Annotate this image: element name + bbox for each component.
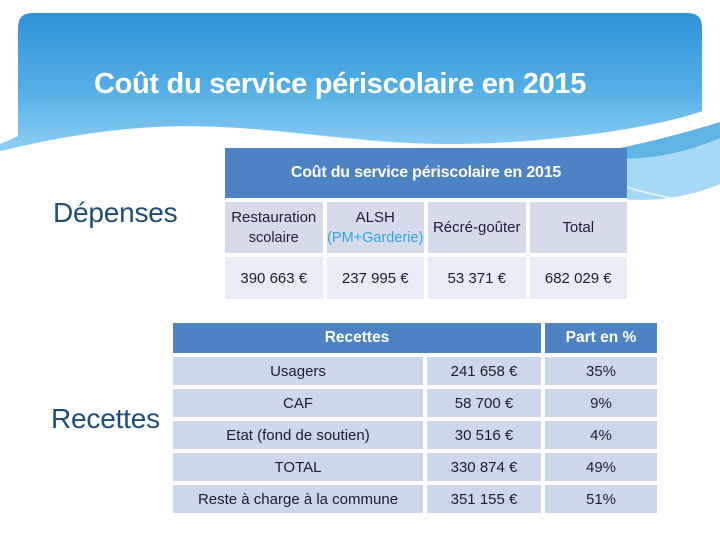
recettes-row-label: Reste à charge à la commune [173,485,423,513]
recettes-row-part: 4% [545,421,657,449]
depenses-col-recre-gouter: Récré-goûter [428,202,526,253]
recettes-table-title: Recettes [173,323,541,353]
recettes-row-part: 9% [545,389,657,417]
slide-title: Coût du service périscolaire en 2015 [93,68,587,100]
recettes-row-part: 49% [545,453,657,481]
depenses-col-restauration: Restauration scolaire [225,202,323,253]
wave-mid [610,122,720,164]
recettes-row-label: Usagers [173,357,423,385]
recettes-table: Recettes Part en % Usagers 241 658 € 35%… [173,323,657,513]
depenses-table-title: Coût du service périscolaire en 2015 [225,148,627,198]
wave-light [608,138,720,200]
recettes-row-amount: 30 516 € [427,421,541,449]
recettes-row-amount: 351 155 € [427,485,541,513]
depenses-table: Coût du service périscolaire en 2015 Res… [225,148,627,299]
depenses-value-recre-gouter: 53 371 € [428,257,526,299]
depenses-value-total: 682 029 € [529,257,627,299]
recettes-row-label: TOTAL [173,453,423,481]
recettes-row-part: 51% [545,485,657,513]
depenses-col-alsh: ALSH (PM+Garderie) [326,202,424,253]
depenses-label: Dépenses [53,197,178,228]
depenses-value-restauration: 390 663 € [225,257,323,299]
recettes-row-label: CAF [173,389,423,417]
depenses-value-alsh: 237 995 € [326,257,424,299]
header-shape [0,13,702,152]
recettes-row-amount: 330 874 € [427,453,541,481]
recettes-label: Recettes [51,403,160,434]
depenses-col-total: Total [529,202,627,253]
recettes-part-header: Part en % [545,323,657,353]
recettes-row-label: Etat (fond de soutien) [173,421,423,449]
recettes-row-part: 35% [545,357,657,385]
recettes-row-amount: 58 700 € [427,389,541,417]
recettes-row-amount: 241 658 € [427,357,541,385]
